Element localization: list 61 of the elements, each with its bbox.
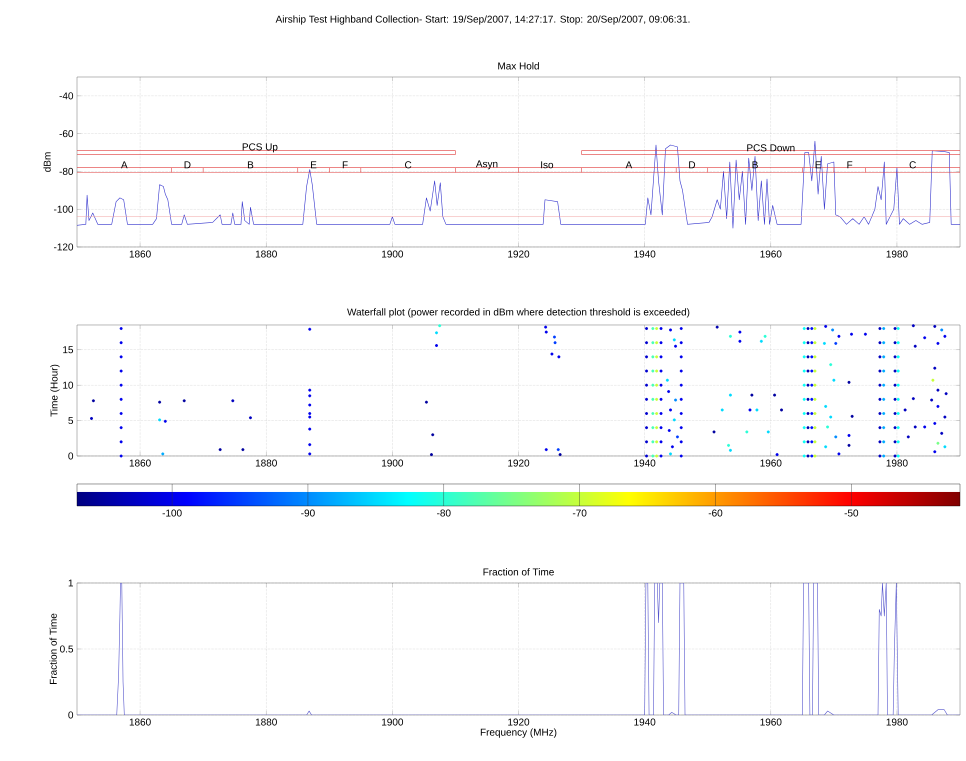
color-bar-label: -70 xyxy=(572,510,586,517)
annotation: B xyxy=(248,161,254,168)
y-tick-label: 0.5 xyxy=(60,645,74,653)
x-tick-label: 1980 xyxy=(886,250,908,258)
color-bar-label: -50 xyxy=(844,510,858,517)
annotation: Iso xyxy=(541,161,554,168)
color-bar-label: -90 xyxy=(301,510,315,517)
x-tick-label: 1900 xyxy=(382,250,404,258)
x-tick-label: 1940 xyxy=(634,250,656,258)
chart-subtitle: Max Hold xyxy=(498,62,539,70)
x-tick-label: 1860 xyxy=(130,250,151,258)
y-tick-label: 0 xyxy=(68,711,74,719)
y-tick-label: -40 xyxy=(60,92,74,100)
annotation: A xyxy=(626,161,632,168)
x-tick-label: 1880 xyxy=(256,718,277,726)
annotation: PCS Down xyxy=(747,144,794,152)
x-tick-label: 1920 xyxy=(508,250,530,258)
x-tick-label: 1960 xyxy=(760,718,782,726)
color-bar-label: -60 xyxy=(708,510,722,517)
y-tick-label: 15 xyxy=(63,346,74,354)
y-tick-label: 0 xyxy=(68,452,74,460)
annotation: C xyxy=(910,161,916,168)
chart-title: Waterfall plot (power recorded in dBm where detection threshold is exceeded) xyxy=(347,308,690,318)
x-tick-label: 1860 xyxy=(130,460,151,467)
annotation: C xyxy=(405,161,412,168)
annotation: D xyxy=(184,161,190,168)
y-tick-label: 10 xyxy=(63,382,74,389)
y-tick-label: -100 xyxy=(54,206,74,213)
x-tick-label: 1980 xyxy=(886,460,908,467)
annotation: A xyxy=(121,161,128,168)
annotation: F xyxy=(847,161,852,168)
y-axis-title: Fraction of Time xyxy=(49,614,57,684)
x-tick-label: 1860 xyxy=(130,718,151,726)
x-tick-label: 1940 xyxy=(634,718,656,726)
x-tick-label: 1880 xyxy=(256,460,277,467)
x-tick-label: 1960 xyxy=(760,250,782,258)
annotation: Asyn xyxy=(476,160,498,170)
y-axis-title: Time (Hour) xyxy=(50,364,60,417)
x-tick-label: 1920 xyxy=(508,718,530,726)
annotation: D xyxy=(689,161,696,168)
x-axis-title: Frequency (MHz) xyxy=(480,728,556,738)
y-tick-label: 5 xyxy=(68,417,74,424)
y-tick-label: -120 xyxy=(54,243,74,251)
x-tick-label: 1960 xyxy=(760,460,782,467)
x-tick-label: 1900 xyxy=(382,718,404,726)
annotation: E xyxy=(311,161,316,168)
y-axis-title: dBm xyxy=(43,152,51,172)
y-tick-label: 1 xyxy=(68,580,73,586)
annotation: F xyxy=(342,161,348,168)
annotation: PCS Up xyxy=(242,143,278,152)
x-tick-label: 1900 xyxy=(382,460,404,467)
color-bar-label: -80 xyxy=(437,510,451,517)
color-bar-label: -100 xyxy=(162,510,182,517)
chart-title: Airship Test Highband Collection- Start: 19/Sep/2007, 14:27:17. Stop: 20/Sep/2007, 09:06:31. xyxy=(276,15,690,25)
x-tick-label: 1920 xyxy=(508,460,530,467)
chart-title: Fraction of Time xyxy=(484,568,554,576)
y-tick-label: -60 xyxy=(60,130,74,138)
x-tick-label: 1980 xyxy=(886,718,908,726)
x-tick-label: 1940 xyxy=(634,460,656,467)
y-tick-label: -80 xyxy=(60,168,74,175)
x-tick-label: 1880 xyxy=(256,250,277,258)
